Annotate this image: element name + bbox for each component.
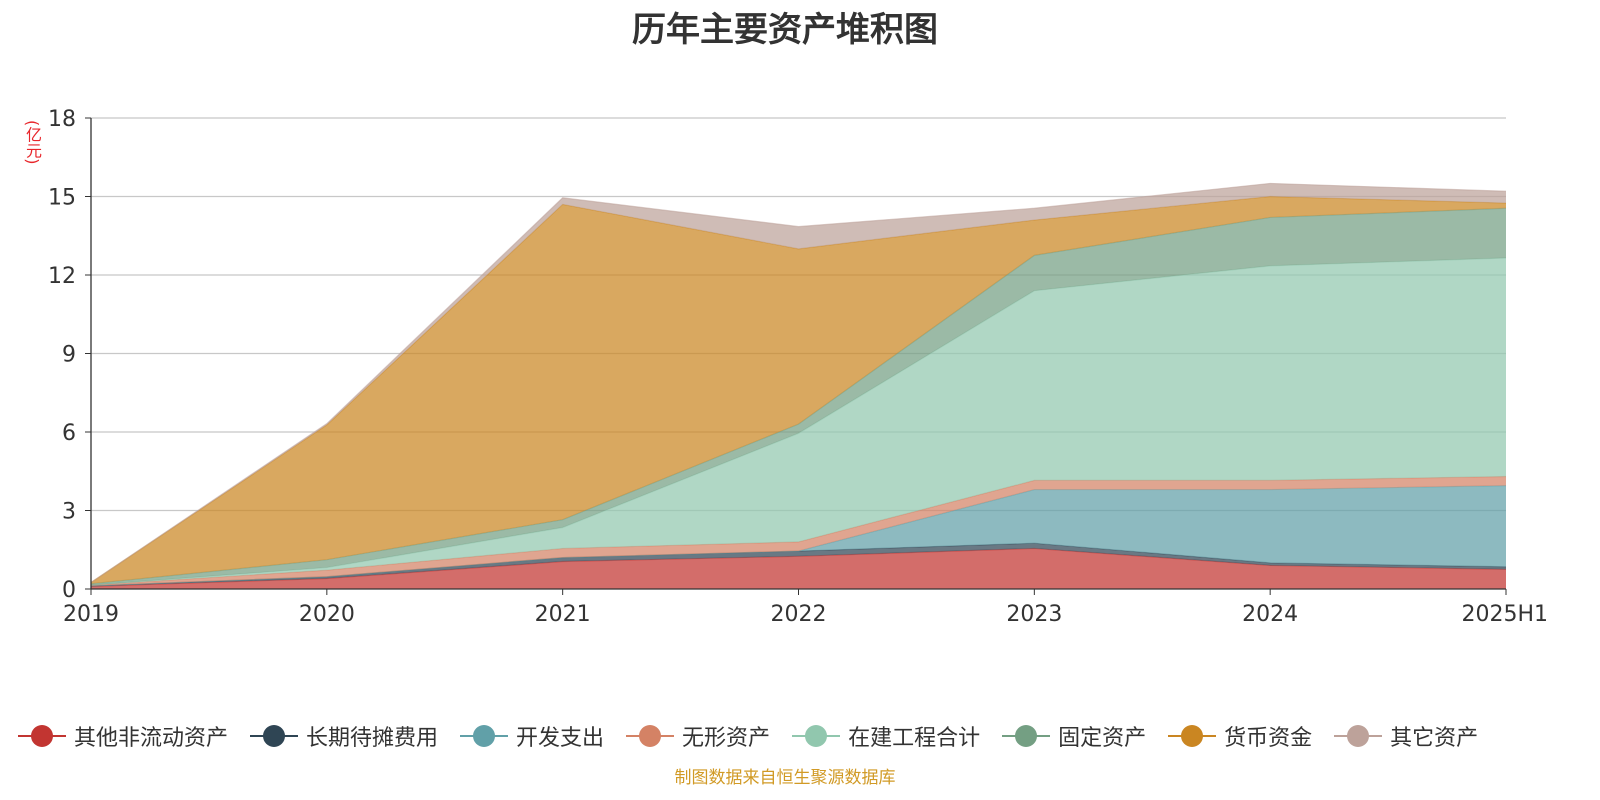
x-tick-label: 2024: [1242, 602, 1298, 627]
area-series-4: [91, 476, 1506, 586]
legend-marker-icon: [1168, 724, 1217, 748]
legend-label: 其他非流动资产: [74, 726, 229, 751]
legend-label: 固定资产: [1058, 726, 1147, 751]
x-tick-label: 2025H1: [1461, 602, 1548, 627]
y-tick-label: 0: [62, 578, 76, 603]
legend-marker-icon: [1334, 724, 1383, 748]
legend-item-7[interactable]: 货币资金: [1168, 720, 1312, 752]
y-tick-label: 3: [62, 500, 76, 525]
legend-label: 开发支出: [516, 726, 605, 751]
y-tick-label: 6: [62, 421, 76, 446]
x-tick-label: 2021: [535, 602, 591, 627]
data-source-note: 制图数据来自恒生聚源数据库: [674, 768, 896, 788]
legend-label: 无形资产: [682, 726, 771, 751]
legend-marker-icon: [460, 724, 509, 748]
legend-marker-icon: [250, 724, 299, 748]
area-series-6: [91, 208, 1506, 586]
legend-item-6[interactable]: 固定资产: [1002, 720, 1146, 752]
area-series-1: [91, 548, 1506, 589]
legend-item-8[interactable]: 其它资产: [1334, 720, 1478, 752]
x-tick-label: 2022: [771, 602, 827, 627]
legend-item-1[interactable]: 其他非流动资产: [18, 720, 228, 752]
legend-marker-icon: [626, 724, 675, 748]
legend-item-4[interactable]: 无形资产: [626, 720, 770, 752]
chart-legend: 其他非流动资产 长期待摊费用 开发支出 无形资产 在建工程合计 固定资产 货币资金 其它资产: [18, 720, 1588, 752]
chart-title: 历年主要资产堆积图: [632, 10, 938, 50]
x-tick-label: 2023: [1006, 602, 1062, 627]
legend-label: 货币资金: [1224, 726, 1313, 751]
legend-label: 其它资产: [1390, 726, 1479, 751]
axes: 0 3 6 9 12 15 18 2019 2020 2021 2022 2023 2024 2025H1: [48, 107, 1548, 627]
y-tick-label: 15: [48, 186, 76, 211]
area-series-7: [91, 196, 1506, 584]
y-axis-unit-label: (亿元): [23, 120, 42, 165]
area-series-2: [91, 543, 1506, 587]
y-tick-label: 18: [48, 107, 76, 132]
legend-marker-icon: [1002, 724, 1051, 748]
area-series-layer: [90, 182, 1507, 589]
legend-label: 在建工程合计: [848, 726, 981, 751]
x-tick-label: 2019: [63, 602, 119, 627]
x-tick-label: 2020: [299, 602, 355, 627]
legend-marker-icon: [18, 724, 66, 748]
legend-marker-icon: [792, 724, 841, 748]
area-series-5: [91, 257, 1506, 586]
y-tick-label: 12: [48, 264, 76, 289]
legend-item-5[interactable]: 在建工程合计: [792, 720, 980, 752]
area-series-edge-8: [90, 182, 1507, 583]
legend-item-2[interactable]: 长期待摊费用: [250, 720, 438, 752]
legend-item-3[interactable]: 开发支出: [460, 720, 604, 752]
area-series-3: [91, 485, 1506, 586]
y-tick-label: 9: [62, 343, 76, 368]
legend-label: 长期待摊费用: [306, 726, 439, 751]
